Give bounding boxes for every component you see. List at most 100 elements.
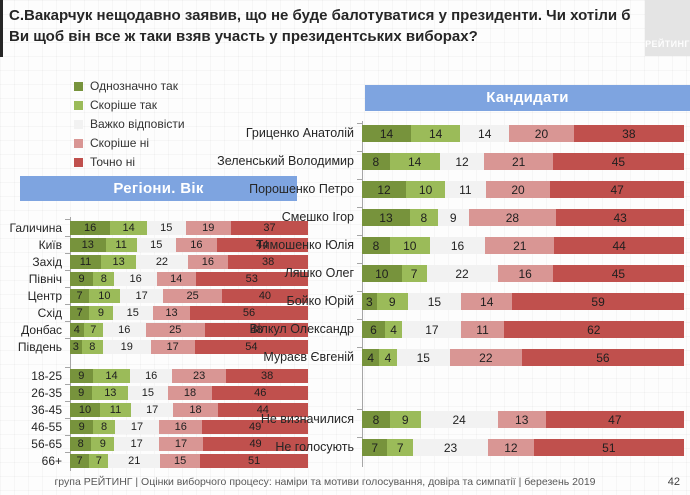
bar-segment: 8 xyxy=(409,209,438,226)
legend-swatch-hard-to-say xyxy=(74,119,83,129)
row-label: Мураєв Євгеній xyxy=(263,350,354,365)
stacked-bar: 13 11 15 16 44 xyxy=(65,236,308,252)
bar-segment: 16 xyxy=(497,265,553,282)
row-label: Центр xyxy=(27,289,62,303)
bar-segment: 8 xyxy=(81,340,103,354)
bar-segment: 17 xyxy=(114,420,160,434)
bar-segment: 23 xyxy=(412,439,489,456)
bar-segment: 44 xyxy=(217,403,309,417)
chart-row: Київ 13 11 15 16 44 xyxy=(4,236,308,252)
bar-segment: 17 xyxy=(158,437,204,451)
legend-swatch-definitely-yes xyxy=(74,81,83,91)
bar-segment: 15 xyxy=(147,221,186,235)
chart-row: Не голосують 7 7 23 12 51 xyxy=(212,437,684,456)
bar-segment: 14 xyxy=(460,125,510,142)
bar-segment: 17 xyxy=(130,403,174,417)
bar-segment: 54 xyxy=(194,340,308,354)
bar-segment: 25 xyxy=(145,323,206,337)
stacked-bar: 7 7 21 15 51 xyxy=(65,452,308,468)
bar-segment: 8 xyxy=(93,420,115,434)
stacked-bar: 12 10 11 20 47 xyxy=(357,179,684,198)
bar-segment: 21 xyxy=(484,153,553,170)
chart-row: Галичина 16 14 15 19 37 xyxy=(4,219,308,235)
row-label: Північ xyxy=(28,272,62,286)
chart-row: Тимошенко Юлія 8 10 16 21 44 xyxy=(212,235,684,254)
bar-segment: 9 xyxy=(91,437,115,451)
bar-segment: 17 xyxy=(114,437,159,451)
bar-segment: 44 xyxy=(554,237,684,254)
bar-segment: 9 xyxy=(389,411,421,428)
candidates-chart: Гриценко Анатолій 14 14 14 20 38 Зеленський Во… xyxy=(212,121,685,467)
bar-segment: 16 xyxy=(70,221,111,235)
row-label: 46-55 xyxy=(31,420,62,434)
bar-segment: 9 xyxy=(70,420,94,434)
bar-segment: 14 xyxy=(461,293,513,310)
stacked-bar: 4 4 15 22 56 xyxy=(357,347,685,366)
legend-item-hard-to-say: Важко відповісти xyxy=(74,117,185,131)
bar-segment: 43 xyxy=(556,209,684,226)
bar-segment: 8 xyxy=(362,153,390,170)
chart-row: Порошенко Петро 12 10 11 20 47 xyxy=(212,179,684,198)
bar-segment: 7 xyxy=(387,439,413,456)
stacked-bar: 16 14 15 19 37 xyxy=(65,219,308,235)
bar-segment: 4 xyxy=(362,349,380,366)
chart-row: Ляшко Олег 10 7 22 16 45 xyxy=(212,263,684,282)
bar-segment: 8 xyxy=(362,237,390,254)
chart-row: 18-25 9 14 16 23 38 xyxy=(4,367,309,383)
bar-segment: 45 xyxy=(552,265,684,282)
bar-segment: 14 xyxy=(411,125,461,142)
chart-row: Донбас 4 7 16 25 48 xyxy=(4,321,308,337)
bar-segment: 18 xyxy=(173,403,218,417)
row-label: Не визначилися xyxy=(260,412,354,427)
bar-segment: 44 xyxy=(216,238,308,252)
bar-segment: 7 xyxy=(401,265,427,282)
row-label: Вілкул Олександр xyxy=(249,322,354,337)
legend-label: Однозначно так xyxy=(90,79,178,93)
bar-segment: 7 xyxy=(362,439,388,456)
bar-segment: 4 xyxy=(384,321,403,338)
stacked-bar: 8 9 24 13 47 xyxy=(357,409,684,428)
chart-row: Бойко Юрій 3 9 15 14 59 xyxy=(212,291,684,310)
chart-row: 66+ 7 7 21 15 51 xyxy=(4,452,308,468)
bar-segment: 15 xyxy=(159,454,201,468)
stacked-bar: 3 8 19 17 54 xyxy=(65,338,308,354)
bar-segment: 12 xyxy=(362,181,407,198)
stacked-bar: 11 13 22 16 38 xyxy=(65,253,308,269)
bar-segment: 20 xyxy=(485,181,551,198)
bar-segment: 11 xyxy=(100,403,131,417)
bar-segment: 21 xyxy=(108,454,160,468)
bar-segment: 12 xyxy=(439,153,485,170)
chart-row: Гриценко Анатолій 14 14 14 20 38 xyxy=(212,123,685,142)
legend: Однозначно так Скоріше так Важко відпові… xyxy=(74,79,185,174)
bar-segment: 17 xyxy=(402,321,462,338)
row-label: 26-35 xyxy=(31,386,62,400)
chart-row: 36-45 10 11 17 18 44 xyxy=(4,401,309,417)
bar-segment: 16 xyxy=(175,238,217,252)
bar-segment: 9 xyxy=(89,306,113,320)
title-accent-bar xyxy=(0,0,3,57)
legend-item-definitely-no: Точно ні xyxy=(74,155,185,169)
footer-source-text: група РЕЙТИНГ | Оцінки виборчого процесу… xyxy=(54,476,596,488)
legend-swatch-rather-yes xyxy=(74,100,83,110)
stacked-bar: 13 8 9 28 43 xyxy=(357,207,684,226)
legend-label: Важко відповісти xyxy=(90,117,185,131)
stacked-bar: 9 13 15 18 46 xyxy=(65,384,308,400)
bar-segment: 13 xyxy=(153,306,190,320)
bar-segment: 14 xyxy=(92,369,131,383)
bar-segment: 51 xyxy=(200,454,308,468)
bar-segment: 13 xyxy=(362,209,410,226)
stacked-bar: 9 14 16 23 38 xyxy=(65,367,309,383)
bar-segment: 14 xyxy=(110,221,147,235)
legend-item-definitely-yes: Однозначно так xyxy=(74,79,185,93)
bar-segment: 56 xyxy=(521,349,685,366)
bar-segment: 14 xyxy=(362,125,412,142)
chart-row: Південь 3 8 19 17 54 xyxy=(4,338,308,354)
bar-segment: 13 xyxy=(92,386,129,400)
bar-segment: 17 xyxy=(150,340,195,354)
bar-segment: 8 xyxy=(362,411,390,428)
chart-row: 26-35 9 13 15 18 46 xyxy=(4,384,308,400)
chart-row: Вілкул Олександр 6 4 17 11 62 xyxy=(212,319,684,338)
bar-segment: 38 xyxy=(228,255,308,269)
bar-segment: 15 xyxy=(396,349,450,366)
bar-segment: 4 xyxy=(379,349,397,366)
